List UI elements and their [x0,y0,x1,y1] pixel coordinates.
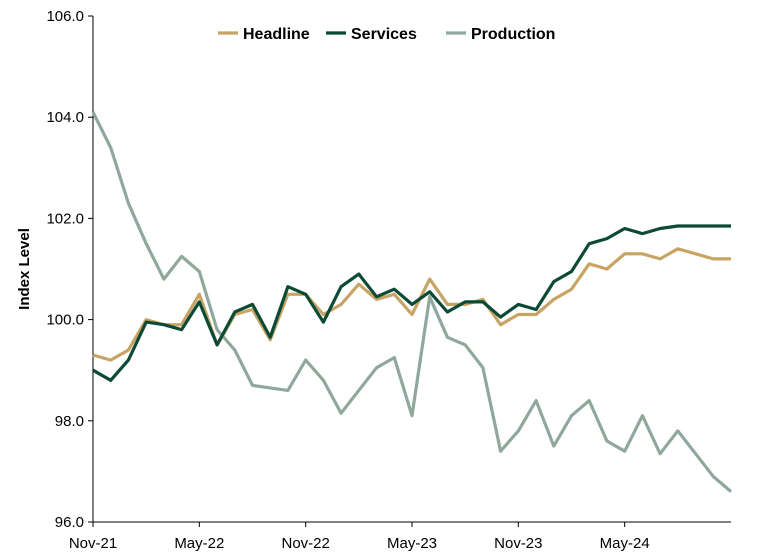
y-axis-title: Index Level [16,228,33,310]
x-tick-label: May-24 [600,535,650,552]
y-tick-label: 106.0 [46,8,84,25]
legend-label-production: Production [471,26,555,43]
x-tick-label: Nov-21 [69,535,117,552]
x-tick-label: Nov-23 [494,535,542,552]
y-tick-label: 98.0 [55,413,84,430]
y-tick-label: 96.0 [55,514,84,531]
x-tick-label: Nov-22 [281,535,329,552]
series-line-production [91,111,733,493]
legend-label-services: Services [351,26,417,43]
series-group [91,111,733,493]
legend: Headline Services Production [218,26,555,43]
x-tick-label: May-23 [387,535,437,552]
y-tick-label: 102.0 [46,210,84,227]
legend-label-headline: Headline [243,26,310,43]
y-axis-ticks: 96.0 98.0 100.0 102.0 104.0 106.0 [46,8,93,531]
y-tick-label: 100.0 [46,312,84,329]
y-tick-label: 104.0 [46,109,84,126]
series-line-services [92,224,731,382]
x-tick-label: May-22 [174,535,224,552]
x-axis-ticks: Nov-21 May-22 Nov-22 May-23 Nov-23 May-24 [69,522,650,552]
series-line-headline [92,247,731,362]
